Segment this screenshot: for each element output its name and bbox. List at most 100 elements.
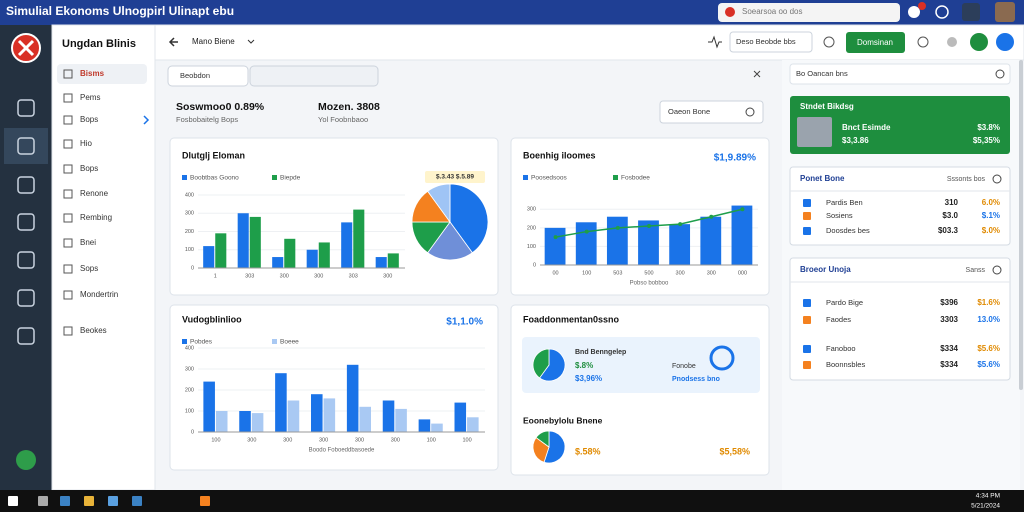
bar [251,413,264,432]
row-icon [803,316,811,324]
nav-icon[interactable] [17,137,35,155]
search-box[interactable] [718,3,900,22]
row-label: Boonnsbles [826,360,865,369]
nav-icon[interactable] [17,176,35,194]
bar [311,394,323,432]
badge [918,2,926,10]
row-label: Pardo Bige [826,298,863,307]
x-axis-label: Pobso bobboo [630,281,669,287]
nav-icon[interactable] [17,327,35,345]
bar [359,406,371,432]
scrollbar [1019,60,1023,390]
x-tick-label: 100 [582,270,591,276]
help-icon[interactable] [935,5,949,19]
bar [203,246,215,268]
row-change: 6.0% [982,198,1000,207]
y-tick-label: 0 [191,265,194,271]
icon[interactable] [917,36,929,48]
x-tick-label: 300 [383,273,392,279]
row-value: $396 [940,298,958,307]
bar [323,398,336,432]
filter-dropdown[interactable] [167,65,249,87]
annotation-badge [425,171,485,183]
menu-icon [63,264,73,274]
bar [284,238,296,268]
row-icon [803,299,811,307]
card-title: Foaddonmentan0ssno [523,314,620,324]
view-selector: Mano Biene [192,37,235,46]
bar [318,242,330,268]
row-icon [803,227,811,235]
icon[interactable] [947,37,957,47]
legend-label: Fosbodee [621,175,650,182]
search-placeholder: Soearsoa oo dos [742,7,803,16]
bar [275,373,287,432]
panel-search-text: Bo Oancan bns [796,69,848,78]
notification-icon[interactable] [908,6,920,18]
nav-icon[interactable] [17,99,35,117]
highlight-image [797,117,832,147]
line-point [615,225,620,230]
summary-button[interactable] [659,100,764,124]
bar [237,213,249,268]
date-range-text: Deso Beobde bbs [736,37,796,46]
icon[interactable] [970,33,988,51]
back-arrow[interactable] [168,37,178,47]
row-change: $1.6% [977,298,1000,307]
x-tick-label: 100 [462,437,471,443]
taskbar-icon[interactable] [38,496,48,506]
bar [353,209,365,268]
date-range[interactable] [729,31,813,53]
bar [731,205,753,265]
bar [387,253,399,268]
close-icon[interactable] [753,70,761,78]
taskbar-icon[interactable] [8,496,18,506]
nav-icon[interactable] [17,251,35,269]
icon [995,69,1005,79]
highlight-value: $3,3.86 [842,136,869,145]
y-tick-label: 300 [527,207,536,213]
panel-label: Bnd Benngelep [575,349,626,356]
menu-icon [63,115,73,125]
legend-swatch [272,175,277,180]
y-tick-label: 100 [527,244,536,250]
y-tick-label: 400 [185,192,194,198]
menu-icon [63,164,73,174]
line-point [740,207,745,212]
menu-item: Renone [80,189,109,198]
legend-label: Pobdes [190,339,213,346]
icon [992,174,1002,184]
x-axis-label: Boodo Foboeddbasoede [309,448,375,454]
primary-button[interactable] [846,32,905,53]
filter-dropdown[interactable] [249,65,379,87]
row-change: $5.6% [977,344,1000,353]
y-tick-label: 300 [185,211,194,217]
taskbar-icon[interactable] [132,496,142,506]
taskbar-icon[interactable] [108,496,118,506]
taskbar-icon[interactable] [200,496,210,506]
x-tick-label: 300 [247,437,256,443]
active-menu-item [57,64,147,84]
bar [418,419,431,432]
nav-icon[interactable] [17,289,35,307]
list-header: Sanss [966,267,986,274]
row-label: Fanoboo [826,344,856,353]
taskbar-icon[interactable] [60,496,70,506]
menu-icon [63,139,73,149]
menu-icon [63,238,73,248]
bar [239,411,251,432]
bar [431,423,443,432]
list-card [789,257,1011,381]
highlight-value: $3.8% [977,123,1000,132]
nav-icon[interactable] [17,213,35,231]
icon [823,36,835,48]
row-change: $.0% [982,226,1000,235]
settings-icon[interactable] [962,3,980,21]
icon[interactable] [996,33,1014,51]
avatar[interactable] [995,2,1015,22]
row-icon [803,345,811,353]
y-tick-label: 0 [533,262,536,268]
taskbar-icon[interactable] [84,496,94,506]
row-value: 310 [945,198,959,207]
